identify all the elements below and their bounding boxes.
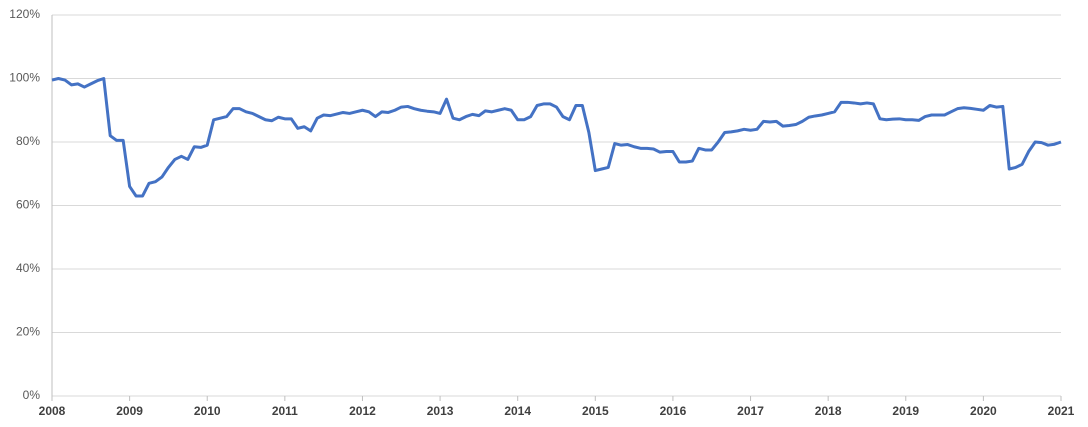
y-tick-label: 60% [16, 198, 40, 212]
x-tick-label: 2016 [660, 404, 687, 418]
x-tick-label: 2017 [737, 404, 764, 418]
x-tick-label: 2020 [970, 404, 997, 418]
x-tick-label: 2012 [349, 404, 376, 418]
data-line [51, 77, 1062, 198]
x-tick-label: 2011 [272, 404, 298, 418]
x-tick-label: 2018 [815, 404, 842, 418]
x-tick-label: 2014 [504, 404, 531, 418]
x-tick-label: 2013 [427, 404, 454, 418]
y-tick-label: 0% [23, 388, 41, 402]
y-tick-label: 20% [16, 325, 40, 339]
x-tick-label: 2021 [1048, 404, 1075, 418]
y-tick-label: 100% [9, 71, 40, 85]
y-tick-label: 40% [16, 261, 40, 275]
x-tick-label: 2019 [892, 404, 919, 418]
x-tick-label: 2009 [116, 404, 143, 418]
y-tick-label: 80% [16, 134, 40, 148]
x-tick-label: 2010 [194, 404, 221, 418]
x-tick-label: 2015 [582, 404, 609, 418]
x-tick-label: 2008 [39, 404, 66, 418]
y-tick-label: 120% [9, 7, 40, 21]
